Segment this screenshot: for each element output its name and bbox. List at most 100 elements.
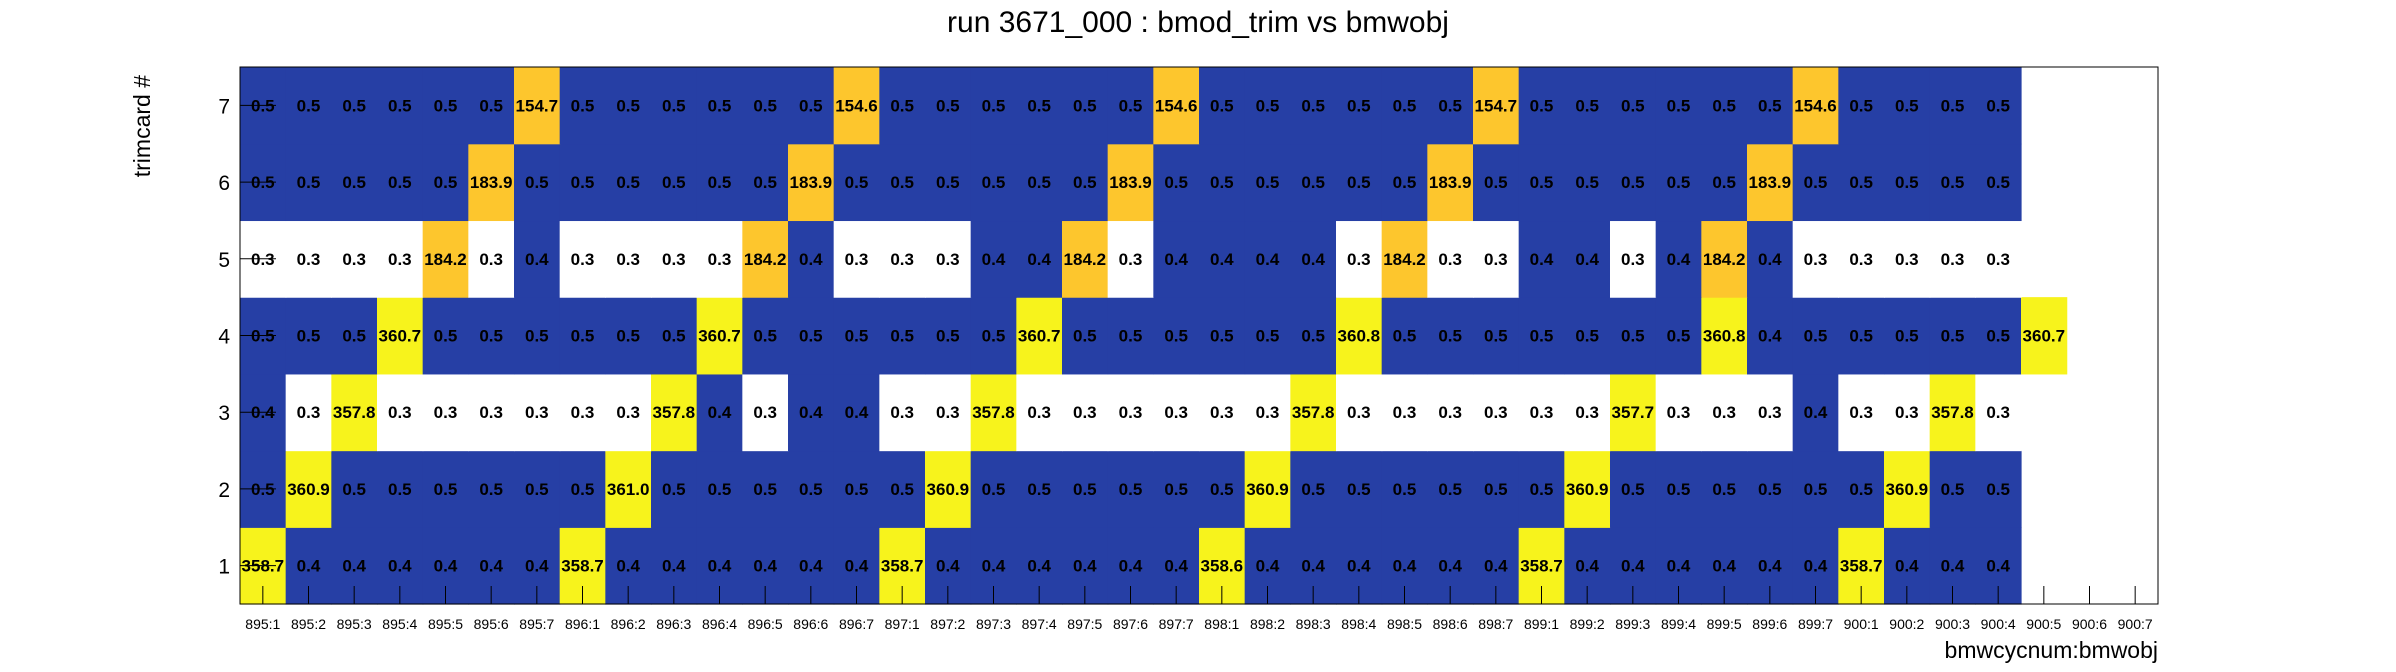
cell-value-label: 360.7 xyxy=(379,327,422,346)
cell-value-label: 0.3 xyxy=(890,250,914,269)
cell-value-label: 0.5 xyxy=(1073,173,1097,192)
cell-value-label: 0.5 xyxy=(890,173,914,192)
cell-value-label: 0.3 xyxy=(1438,250,1462,269)
cell-value-label: 0.5 xyxy=(1804,327,1828,346)
heatmap-cell xyxy=(1655,143,1702,222)
heatmap-cell xyxy=(1336,373,1383,452)
heatmap-cell xyxy=(377,67,424,145)
heatmap-cell xyxy=(1427,143,1474,222)
x-tick-label: 899:6 xyxy=(1752,616,1787,632)
heatmap-cell xyxy=(422,143,469,222)
heatmap-cell xyxy=(1747,143,1794,222)
heatmap-cell xyxy=(1701,450,1748,528)
heatmap-cell xyxy=(422,450,469,528)
heatmap-cell xyxy=(1701,67,1748,145)
cell-value-label: 360.9 xyxy=(1566,480,1609,499)
heatmap-cell xyxy=(1884,220,1931,298)
heatmap-cell xyxy=(468,220,515,298)
cell-value-label: 0.5 xyxy=(571,173,595,192)
heatmap-cell xyxy=(422,67,469,145)
cell-value-label: 0.5 xyxy=(1484,480,1508,499)
cell-value-label: 0.5 xyxy=(753,173,777,192)
cell-value-label: 0.4 xyxy=(662,557,686,576)
cell-value-label: 357.8 xyxy=(653,403,696,422)
cell-value-label: 0.5 xyxy=(616,173,640,192)
heatmap-cell xyxy=(1975,450,2022,528)
cell-value-label: 0.5 xyxy=(434,96,458,115)
heatmap-cell xyxy=(422,297,469,375)
cell-value-label: 0.4 xyxy=(1530,250,1554,269)
x-tick-label: 899:4 xyxy=(1661,616,1696,632)
heatmap-cell xyxy=(788,373,835,452)
heatmap-cell xyxy=(788,220,835,298)
cell-value-label: 184.2 xyxy=(424,250,467,269)
y-tick-label: 1 xyxy=(218,556,230,579)
cell-value-label: 0.4 xyxy=(1804,557,1828,576)
heatmap-cell xyxy=(1747,67,1794,145)
heatmap-cell xyxy=(1564,450,1611,528)
x-tick-label: 899:3 xyxy=(1615,616,1650,632)
cell-value-label: 0.5 xyxy=(1575,327,1599,346)
cell-value-label: 0.5 xyxy=(1210,173,1234,192)
cell-value-label: 0.5 xyxy=(936,173,960,192)
cell-value-label: 357.7 xyxy=(1612,403,1655,422)
x-tick-label: 896:4 xyxy=(702,616,737,632)
cell-value-label: 0.5 xyxy=(1849,96,1873,115)
cell-value-label: 0.5 xyxy=(297,96,321,115)
x-tick-label: 895:5 xyxy=(428,616,463,632)
heatmap-cell xyxy=(651,450,698,528)
cell-value-label: 0.4 xyxy=(799,557,823,576)
heatmap-cell xyxy=(1199,67,1246,145)
cell-value-label: 0.4 xyxy=(845,403,869,422)
heatmap-cell xyxy=(742,450,789,528)
heatmap-cell xyxy=(696,297,743,375)
heatmap-cell xyxy=(1747,220,1794,298)
cell-value-label: 0.5 xyxy=(1301,480,1325,499)
heatmap-cell xyxy=(1884,297,1931,375)
cell-value-label: 0.3 xyxy=(708,250,732,269)
heatmap-cell xyxy=(1336,220,1383,298)
heatmap-cell xyxy=(1792,143,1839,222)
heatmap-cell xyxy=(651,297,698,375)
heatmap-cell xyxy=(1107,297,1154,375)
cell-value-label: 0.5 xyxy=(1164,480,1188,499)
heatmap-cell xyxy=(1610,450,1657,528)
heatmap-cell xyxy=(833,220,880,298)
cell-value-label: 0.5 xyxy=(342,480,366,499)
cell-value-label: 0.5 xyxy=(1393,327,1417,346)
cell-value-label: 0.5 xyxy=(297,173,321,192)
cell-value-label: 0.5 xyxy=(1758,96,1782,115)
x-tick-label: 897:4 xyxy=(1022,616,1057,632)
cell-value-label: 154.6 xyxy=(835,96,878,115)
cell-value-label: 0.4 xyxy=(982,557,1006,576)
y-tick-label: 6 xyxy=(218,172,230,195)
cell-value-label: 0.5 xyxy=(1119,96,1143,115)
heatmap-cell xyxy=(1975,220,2022,298)
cell-value-label: 0.3 xyxy=(1849,250,1873,269)
heatmap-cell xyxy=(1153,220,1200,298)
x-tick-label: 895:1 xyxy=(245,616,280,632)
cell-value-label: 358.7 xyxy=(561,557,604,576)
heatmap-cell xyxy=(468,67,515,145)
heatmap-cell xyxy=(833,450,880,528)
heatmap-cell xyxy=(559,450,606,528)
heatmap-cell xyxy=(1427,450,1474,528)
heatmap-cell xyxy=(1655,450,1702,528)
x-tick-label: 899:1 xyxy=(1524,616,1559,632)
cell-value-label: 0.3 xyxy=(936,403,960,422)
cell-value-label: 0.5 xyxy=(1210,96,1234,115)
cell-value-label: 0.4 xyxy=(1575,557,1599,576)
cell-value-label: 0.5 xyxy=(1575,96,1599,115)
heatmap-cell xyxy=(1153,67,1200,145)
cell-value-label: 0.5 xyxy=(982,96,1006,115)
heatmap-cell xyxy=(1336,297,1383,375)
y-tick-label: 3 xyxy=(218,402,230,425)
cell-value-label: 183.9 xyxy=(1749,173,1792,192)
cell-value-label: 184.2 xyxy=(1383,250,1426,269)
cell-value-label: 154.6 xyxy=(1155,96,1198,115)
heatmap-cells xyxy=(240,67,2068,605)
heatmap-cell xyxy=(1518,297,1565,375)
cell-value-label: 0.3 xyxy=(1438,403,1462,422)
cell-value-label: 0.3 xyxy=(1393,403,1417,422)
heatmap-cell xyxy=(651,67,698,145)
